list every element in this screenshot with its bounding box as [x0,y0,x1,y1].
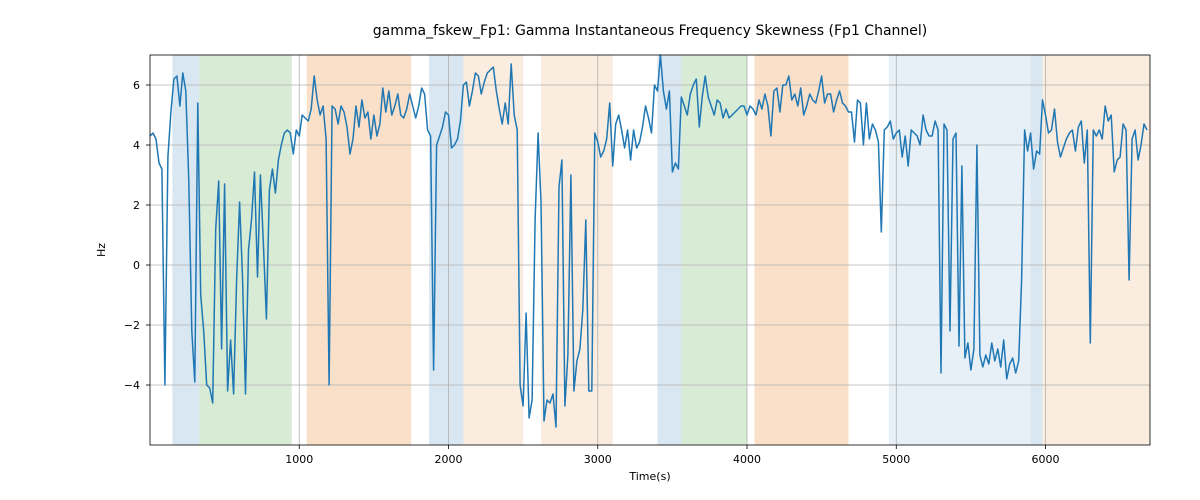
highlight-region [1043,55,1150,445]
y-tick-label: 2 [133,199,140,212]
x-tick-label: 5000 [882,453,910,466]
x-tick-label: 2000 [435,453,463,466]
x-tick-label: 6000 [1032,453,1060,466]
x-tick-label: 3000 [584,453,612,466]
y-tick-label: 0 [133,259,140,272]
y-axis-label: Hz [95,243,108,257]
y-tick-label: −4 [124,379,140,392]
highlight-region [1031,55,1043,445]
y-tick-label: 6 [133,79,140,92]
highlight-region [889,55,1031,445]
x-tick-label: 4000 [733,453,761,466]
x-axis-label: Time(s) [628,470,670,483]
y-tick-label: 4 [133,139,140,152]
plot-area: 1000 2000 3000 4000 5000 6000 −4 −2 0 2 4 6 [124,55,1150,466]
chart-title: gamma_fskew_Fp1: Gamma Instantaneous Fre… [373,23,928,39]
chart-container: gamma_fskew_Fp1: Gamma Instantaneous Fre… [0,0,1200,500]
highlight-region [541,55,613,445]
highlight-region [657,55,681,445]
chart-svg: gamma_fskew_Fp1: Gamma Instantaneous Fre… [0,0,1200,500]
y-tick-label: −2 [124,319,140,332]
highlight-region [307,55,411,445]
x-tick-label: 1000 [285,453,313,466]
